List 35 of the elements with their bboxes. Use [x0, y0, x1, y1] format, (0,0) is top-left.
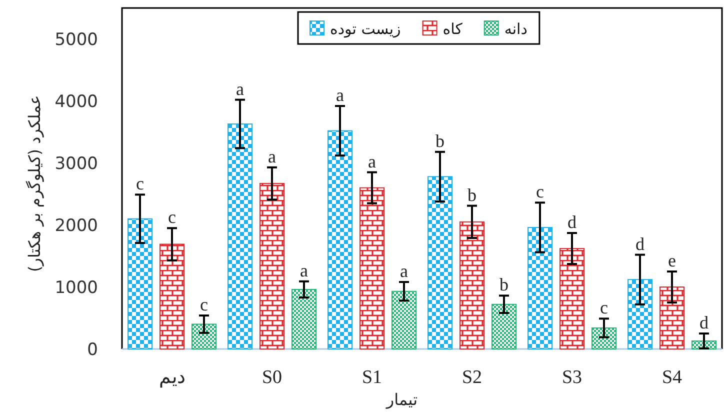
x-tick-label: S3: [562, 367, 582, 388]
y-tick-label: 5000: [54, 30, 98, 50]
y-tick-label: 0: [87, 340, 98, 360]
x-axis-title: تیمار: [385, 390, 418, 409]
data-label: d: [636, 234, 644, 254]
x-tick-label: S0: [262, 367, 282, 388]
x-tick-label: S1: [362, 367, 382, 388]
data-label: a: [300, 260, 308, 280]
data-label: a: [400, 261, 408, 282]
y-tick-label: 1000: [54, 278, 98, 298]
y-axis-title: عملکرد (کیلوگرم بر هکتار): [25, 95, 44, 272]
data-label: a: [336, 84, 344, 105]
data-label: a: [268, 146, 276, 166]
data-label: a: [368, 151, 376, 172]
data-label: c: [600, 298, 608, 318]
data-label: b: [468, 184, 476, 205]
legend-label: زیست توده: [330, 20, 401, 38]
legend-label: کاه: [442, 20, 464, 38]
x-tick-label: S2: [462, 367, 482, 388]
data-label: e: [668, 250, 676, 270]
y-tick-label: 3000: [54, 154, 98, 174]
data-label: c: [200, 294, 208, 315]
y-tick-label: 4000: [54, 92, 98, 112]
data-label: d: [700, 312, 708, 332]
x-tick-label: دیم: [159, 367, 185, 388]
data-label: c: [136, 174, 144, 194]
data-label: a: [236, 78, 244, 99]
y-tick-label: 2000: [54, 216, 98, 236]
data-label: d: [568, 212, 576, 232]
data-label: b: [436, 130, 444, 151]
data-label: c: [536, 182, 544, 202]
data-label: c: [168, 207, 176, 228]
x-tick-label: S4: [662, 367, 683, 388]
legend-label: دانه: [504, 20, 528, 38]
data-label: b: [500, 274, 508, 295]
